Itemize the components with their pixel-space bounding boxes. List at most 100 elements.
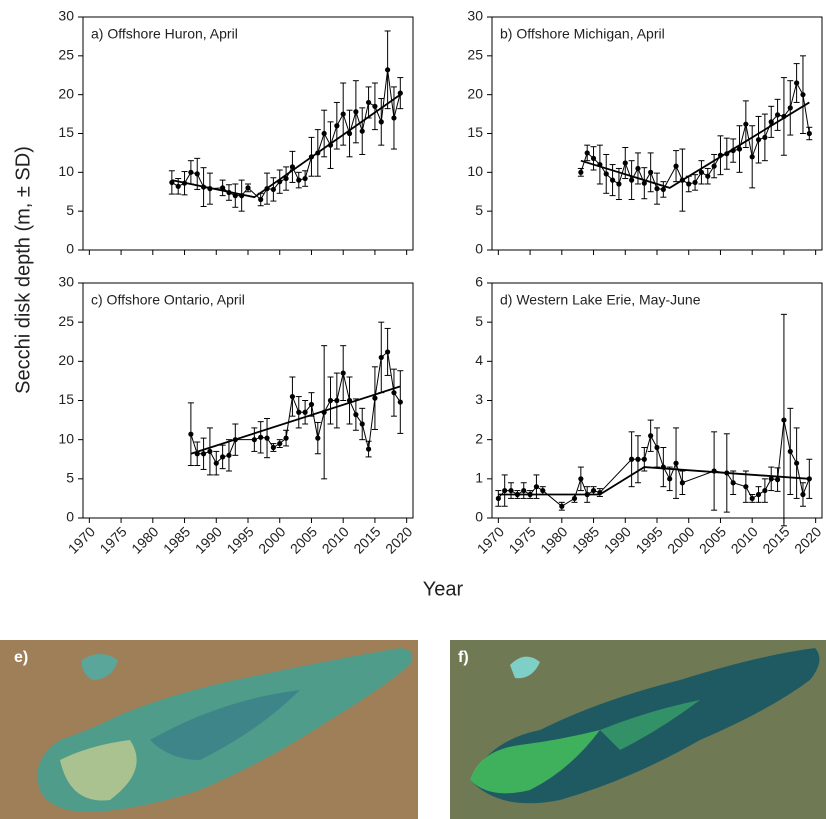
data-point bbox=[654, 444, 660, 451]
data-point bbox=[755, 491, 762, 498]
data-point bbox=[353, 412, 359, 418]
y-tick-label: 4 bbox=[475, 352, 483, 368]
data-point bbox=[787, 448, 793, 455]
data-point bbox=[749, 154, 755, 160]
panel-title: b) Offshore Michigan, April bbox=[500, 26, 665, 42]
data-point bbox=[296, 409, 302, 415]
data-point bbox=[378, 354, 384, 361]
data-point bbox=[622, 160, 628, 166]
x-tick-label: 1990 bbox=[192, 523, 225, 556]
data-point bbox=[692, 179, 698, 186]
data-point bbox=[629, 177, 635, 183]
trend-line bbox=[171, 93, 401, 199]
data-point bbox=[743, 484, 749, 490]
data-point bbox=[730, 480, 736, 486]
x-tick-label: 1970 bbox=[474, 523, 507, 556]
y-tick-label: 25 bbox=[467, 47, 483, 63]
satellite-image-e: e) bbox=[0, 640, 418, 819]
data-point bbox=[340, 111, 346, 117]
data-point bbox=[705, 173, 711, 179]
data-point bbox=[359, 421, 365, 427]
x-tick-label: 2000 bbox=[664, 523, 697, 556]
data-point bbox=[188, 431, 194, 437]
data-point bbox=[679, 480, 685, 486]
x-tick-label: 1975 bbox=[96, 523, 129, 556]
x-tick-label: 1970 bbox=[65, 523, 98, 556]
x-tick-label: 2010 bbox=[728, 523, 761, 556]
data-point bbox=[559, 503, 565, 509]
y-tick-label: 0 bbox=[66, 509, 74, 525]
data-point bbox=[175, 183, 181, 189]
data-point bbox=[502, 487, 508, 494]
data-point bbox=[321, 130, 327, 137]
data-point bbox=[289, 164, 296, 170]
data-point bbox=[806, 476, 812, 482]
data-point bbox=[270, 186, 276, 193]
x-axis-label: Year bbox=[423, 578, 464, 600]
data-point bbox=[578, 169, 584, 175]
data-point bbox=[270, 444, 276, 451]
data-point bbox=[648, 169, 654, 175]
y-tick-label: 20 bbox=[58, 352, 74, 368]
data-point bbox=[635, 165, 641, 172]
data-point bbox=[736, 146, 743, 152]
data-point bbox=[781, 417, 787, 423]
data-point bbox=[302, 175, 308, 182]
data-point bbox=[334, 123, 340, 129]
data-point bbox=[533, 484, 540, 490]
data-point bbox=[648, 433, 654, 439]
data-point bbox=[787, 105, 793, 111]
plot-frame bbox=[491, 282, 823, 519]
data-point bbox=[365, 99, 372, 106]
y-tick-label: 20 bbox=[467, 85, 483, 101]
data-point bbox=[673, 163, 679, 169]
data-point bbox=[200, 451, 207, 457]
data-point bbox=[334, 397, 340, 404]
data-point bbox=[220, 454, 226, 460]
data-point bbox=[774, 477, 781, 483]
data-point bbox=[755, 137, 762, 143]
x-tick-label: 1995 bbox=[632, 523, 665, 556]
data-point bbox=[654, 186, 660, 192]
y-tick-label: 30 bbox=[58, 8, 74, 24]
x-tick-label: 2005 bbox=[696, 523, 729, 556]
data-point bbox=[283, 175, 289, 182]
y-tick-label: 1 bbox=[475, 470, 483, 486]
y-tick-label: 0 bbox=[66, 241, 74, 257]
y-tick-label: 5 bbox=[475, 313, 483, 329]
data-point bbox=[264, 435, 270, 441]
data-point bbox=[194, 171, 200, 177]
data-point bbox=[391, 390, 397, 396]
data-point bbox=[521, 487, 527, 494]
data-point bbox=[641, 180, 647, 186]
data-point bbox=[667, 476, 673, 482]
y-tick-label: 15 bbox=[58, 124, 74, 140]
y-tick-label: 30 bbox=[467, 8, 483, 24]
panel-label: f) bbox=[458, 649, 469, 666]
y-tick-label: 5 bbox=[66, 202, 74, 218]
data-point bbox=[762, 487, 768, 494]
data-point bbox=[283, 435, 289, 441]
data-point bbox=[508, 487, 514, 494]
data-point bbox=[340, 370, 346, 376]
data-point bbox=[749, 495, 755, 502]
x-tick-label: 2015 bbox=[759, 523, 792, 556]
y-tick-label: 15 bbox=[467, 124, 483, 140]
y-tick-label: 5 bbox=[66, 470, 74, 486]
data-point bbox=[768, 119, 774, 125]
panel-title: a) Offshore Huron, April bbox=[91, 26, 238, 42]
x-tick-label: 1990 bbox=[601, 523, 634, 556]
y-tick-label: 0 bbox=[475, 509, 483, 525]
y-tick-label: 2 bbox=[475, 430, 483, 446]
y-tick-label: 3 bbox=[475, 391, 483, 407]
plot-frame bbox=[491, 16, 823, 251]
data-point bbox=[277, 440, 283, 447]
data-point bbox=[794, 80, 800, 86]
data-point bbox=[495, 495, 501, 502]
x-tick-label: 2000 bbox=[255, 523, 288, 556]
data-point bbox=[590, 487, 597, 494]
y-tick-label: 20 bbox=[58, 85, 74, 101]
x-tick-label: 2015 bbox=[350, 523, 383, 556]
data-point bbox=[226, 452, 232, 458]
x-tick-label: 1980 bbox=[537, 523, 570, 556]
